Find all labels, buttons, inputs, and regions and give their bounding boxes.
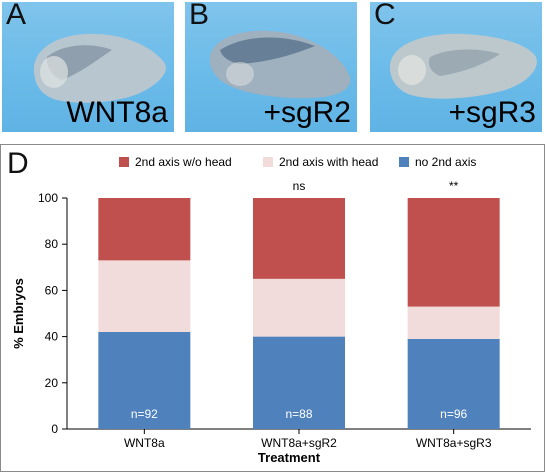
legend-label: no 2nd axis xyxy=(415,155,476,169)
bar-segment xyxy=(407,306,500,339)
legend-swatch xyxy=(263,157,273,167)
y-tick-label: 20 xyxy=(45,376,59,390)
legend-swatch xyxy=(399,157,409,167)
y-tick-label: 80 xyxy=(45,237,59,251)
x-tick-label: WNT8a+sgR2 xyxy=(261,436,337,450)
panel-letter-b: B xyxy=(189,2,210,31)
bar-segment xyxy=(407,198,500,307)
bar-segment xyxy=(253,278,345,337)
x-tick-label: WNT8a xyxy=(124,436,165,450)
bar-segment xyxy=(253,336,345,429)
embryo-image xyxy=(209,30,351,99)
legend-label: 2nd axis with head xyxy=(279,155,378,169)
stacked-bar-chart: 0 20 40 60 80 100 WNT8a n=92 WNT8a+sgR2 n=88 ns WNT… xyxy=(11,155,531,465)
bar-segment xyxy=(98,331,191,429)
panel-letter-d: D xyxy=(7,147,29,180)
legend-swatch xyxy=(119,157,129,167)
significance-label: ** xyxy=(449,179,459,193)
y-tick-label: 100 xyxy=(38,191,58,205)
embryo-photo-c: C +sgR3 xyxy=(370,2,542,132)
y-tick-label: 0 xyxy=(51,422,58,436)
photo-label-a: WNT8a xyxy=(66,96,168,129)
photo-label-b: +sgR2 xyxy=(263,96,351,129)
chart-panel: D 0 20 40 60 80 100 WNT8a n=92 WNT8a+sgR2 n=88 ns W… xyxy=(0,144,545,472)
bar-segment xyxy=(253,198,345,279)
sample-size-label: n=88 xyxy=(285,407,312,421)
x-axis-title: Treatment xyxy=(258,450,321,465)
bar-segment xyxy=(98,260,191,332)
embryo-photo-b: B +sgR2 xyxy=(185,2,357,132)
bar-segment xyxy=(98,198,191,261)
panel-letter-c: C xyxy=(374,2,396,31)
y-axis-title: % Embryos xyxy=(11,278,26,349)
panel-letter-a: A xyxy=(6,2,27,31)
x-tick-label: WNT8a+sgR3 xyxy=(416,436,492,450)
legend-label: 2nd axis w/o head xyxy=(135,155,232,169)
photo-label-c: +sgR3 xyxy=(448,96,536,129)
sample-size-label: n=96 xyxy=(440,407,467,421)
y-tick-label: 40 xyxy=(45,330,59,344)
embryo-image xyxy=(33,33,166,103)
sample-size-label: n=92 xyxy=(131,407,158,421)
bar-segment xyxy=(407,338,500,429)
significance-label: ns xyxy=(293,179,306,193)
y-tick-label: 60 xyxy=(45,283,59,297)
embryo-image xyxy=(390,33,537,99)
embryo-photo-a: A WNT8a xyxy=(2,2,174,132)
